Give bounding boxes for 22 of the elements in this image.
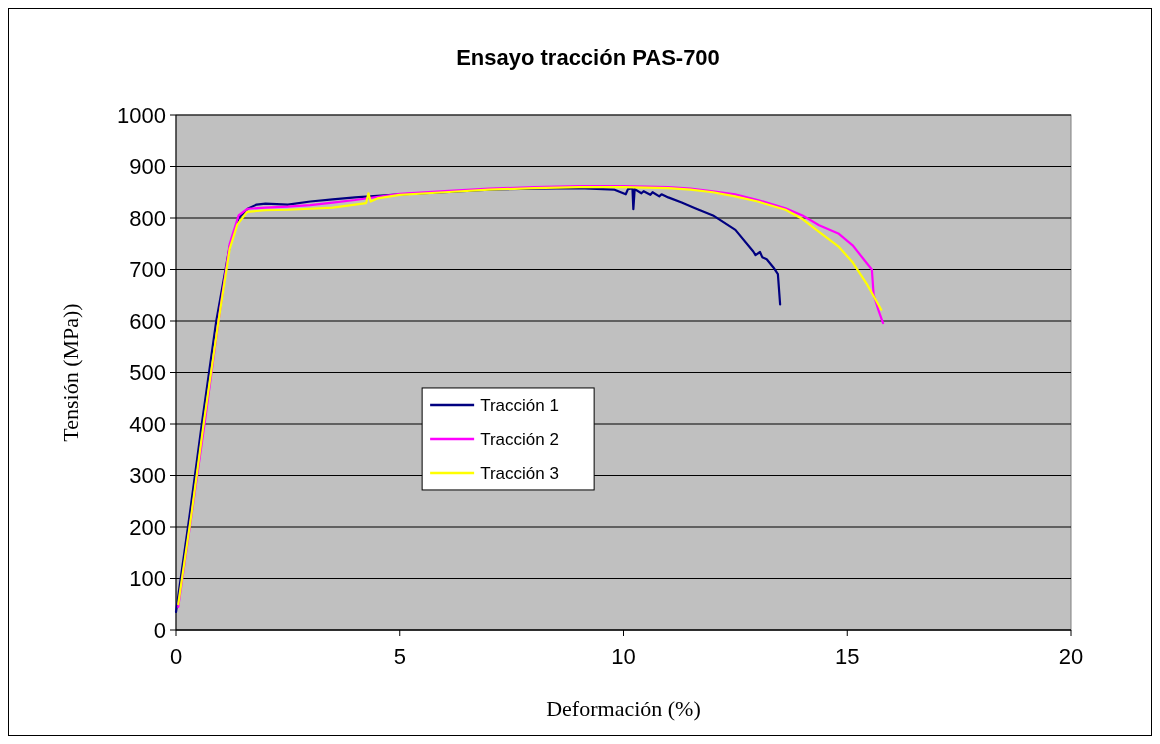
x-tick-label: 10: [611, 644, 636, 669]
y-tick-label: 700: [129, 257, 166, 283]
legend-label: Tracción 2: [480, 429, 559, 449]
y-tick-label: 800: [129, 205, 166, 231]
x-tick-label: 0: [169, 644, 183, 669]
legend-label: Tracción 3: [480, 463, 559, 483]
x-axis-title: Deformación (%): [546, 696, 701, 721]
x-tick-label: 5: [393, 644, 406, 669]
y-tick-label: 200: [129, 514, 166, 540]
y-tick-label: 400: [129, 411, 166, 437]
y-tick-label: 300: [129, 463, 166, 489]
y-tick-label: 1000: [117, 102, 166, 128]
y-tick-label: 600: [129, 308, 166, 334]
y-tick-label: 500: [129, 360, 166, 386]
y-axis-title: Tensión (MPa)): [58, 303, 83, 442]
x-tick-label: 15: [835, 644, 860, 669]
chart-title: Ensayo tracción PAS-700: [456, 45, 720, 70]
y-tick-label: 0: [153, 617, 166, 643]
y-tick-label: 100: [129, 566, 166, 592]
legend-label: Tracción 1: [480, 395, 559, 415]
x-tick-label: 20: [1058, 644, 1084, 669]
y-tick-label: 900: [129, 154, 166, 180]
